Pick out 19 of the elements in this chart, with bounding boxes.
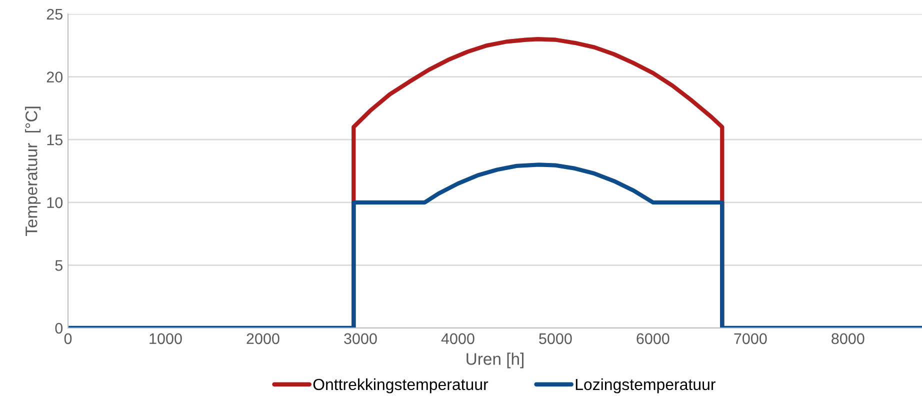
y-tick-label: 10: [47, 197, 63, 208]
y-tick-label: 0: [55, 322, 63, 334]
x-tick-label: 2000: [246, 333, 280, 344]
y-tick-label: 20: [46, 72, 63, 82]
x-tick-label: 0: [64, 333, 72, 344]
x-tick-label: 5000: [539, 333, 572, 344]
x-tick-label: 3000: [344, 333, 377, 344]
x-axis-title: Uren [h]: [466, 352, 524, 368]
x-tick-label: 6000: [636, 333, 670, 344]
x-tick-label: 1000: [150, 333, 182, 344]
y-axis-title: Temperatuur [°C]: [25, 106, 41, 236]
y-tick-label: 5: [55, 260, 62, 271]
legend-label: Onttrekkingstemperatuur: [313, 378, 488, 394]
y-tick-label: 25: [46, 8, 62, 20]
legend-label: Lozingstemperatuur: [576, 378, 716, 394]
x-tick-label: 7000: [734, 333, 767, 344]
x-tick-label: 8000: [832, 333, 864, 344]
y-tick-label: 15: [47, 134, 62, 146]
x-tick-label: 4000: [441, 333, 474, 344]
